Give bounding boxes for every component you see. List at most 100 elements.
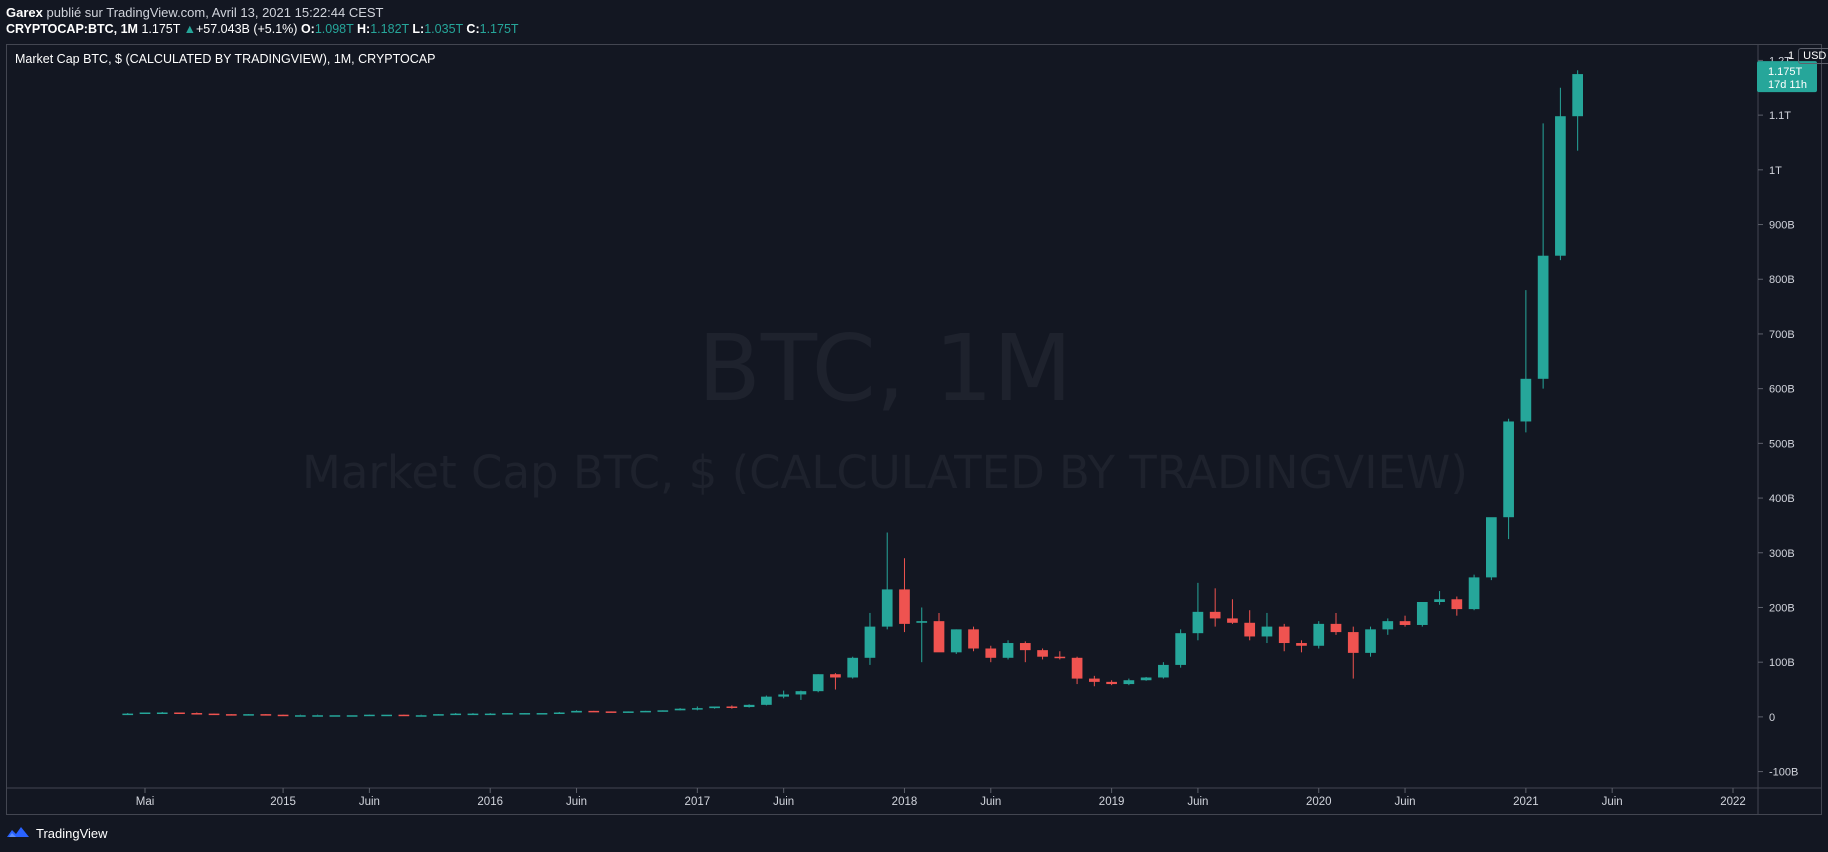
candle-body <box>381 714 393 717</box>
candle <box>467 713 479 716</box>
candle-body <box>277 714 289 717</box>
high-value: 1.182T <box>370 22 409 36</box>
candle <box>864 612 876 665</box>
candle <box>847 656 859 679</box>
candle <box>1175 629 1187 668</box>
candle-body <box>1037 650 1048 657</box>
candle-body <box>1088 678 1100 682</box>
footer-brand[interactable]: TradingView <box>6 825 108 842</box>
candle <box>881 532 893 630</box>
candle-body <box>588 710 600 713</box>
price-tick-label: 600B <box>1769 384 1795 396</box>
candle-body <box>1537 255 1549 379</box>
candle-body <box>484 713 496 716</box>
watermark-description: Market Cap BTC, $ (CALCULATED BY TRADING… <box>302 446 1468 499</box>
price-tag-bg <box>1757 61 1817 93</box>
candle-body <box>950 629 962 653</box>
candle-body <box>1485 517 1497 578</box>
candle <box>674 708 686 711</box>
candle <box>1261 612 1273 644</box>
time-tick-label: Juin <box>1602 796 1623 808</box>
candle <box>1330 612 1342 635</box>
change-up-icon: ▲ <box>183 22 196 36</box>
price-tick-label: 0 <box>1769 712 1775 724</box>
author-name[interactable]: Garex <box>6 5 43 20</box>
candle-body <box>1106 681 1117 685</box>
candle-body <box>1123 680 1135 685</box>
candle <box>1485 517 1497 581</box>
candle <box>743 704 755 708</box>
candle-body <box>156 712 168 715</box>
open-label: O: <box>300 22 315 36</box>
publication-info: Garex publié sur TradingView.com, Avril … <box>6 4 384 21</box>
brand-name: TradingView <box>36 826 108 841</box>
high-label: H: <box>357 22 371 36</box>
scale-mode[interactable]: 1 USD <box>1788 48 1828 64</box>
price-tick-label: 1.1T <box>1769 110 1791 122</box>
time-axis[interactable]: Mai 2015 Juin 2016 Juin 2017 Juin 2018 Juin 2019 J… <box>136 788 1746 808</box>
candle <box>225 714 237 716</box>
candle <box>294 714 306 717</box>
candle <box>519 713 531 715</box>
candle <box>1227 599 1238 624</box>
candle <box>450 713 462 716</box>
candle-body <box>985 648 997 658</box>
candle <box>571 710 582 713</box>
price-axis[interactable]: 1.2T1.1T1T900B800B700B600B500B400B300B20… <box>1758 55 1798 779</box>
candle-body <box>536 713 548 715</box>
candle-body <box>1555 116 1566 256</box>
time-tick-label: 2022 <box>1720 796 1746 808</box>
price-tick-label: 100B <box>1769 657 1795 669</box>
chart-frame[interactable] <box>6 44 1822 815</box>
candle-body <box>139 712 151 715</box>
candle-body <box>1192 611 1204 634</box>
candle <box>588 710 600 713</box>
chart-legend-title[interactable]: Market Cap BTC, $ (CALCULATED BY TRADING… <box>15 52 436 66</box>
candle-body <box>795 691 807 695</box>
price-tick-label: 200B <box>1769 602 1795 614</box>
candle <box>1451 596 1463 616</box>
price-tick-label: 500B <box>1769 438 1795 450</box>
candle-body <box>1158 664 1169 678</box>
candle-body <box>1382 621 1394 630</box>
open-value: 1.098T <box>314 22 354 36</box>
candle-body <box>415 715 427 717</box>
candle-body <box>1451 599 1463 610</box>
candle <box>398 714 410 717</box>
candle-body <box>260 714 272 716</box>
candle-body <box>294 715 306 717</box>
candle <box>726 705 738 709</box>
candle-body <box>191 713 203 715</box>
candle-body <box>1071 657 1083 679</box>
currency-badge[interactable]: USD <box>1798 48 1828 64</box>
ohlc-bar: CRYPTOCAP:BTC, 1M 1.175T ▲+57.043B (+5.1… <box>6 21 519 38</box>
close-value: 1.175T <box>479 22 519 36</box>
candle-body <box>1365 629 1376 653</box>
candle-body <box>1278 626 1290 644</box>
candle <box>381 714 393 717</box>
candle <box>1296 640 1307 653</box>
time-tick-label: 2017 <box>685 796 711 808</box>
symbol-label[interactable]: CRYPTOCAP:BTC, 1M <box>6 22 138 36</box>
candle-body <box>743 704 755 708</box>
candle <box>1054 651 1066 660</box>
candle <box>1140 676 1152 681</box>
candle-body <box>761 696 772 705</box>
candle <box>122 713 134 716</box>
candle-body <box>968 629 979 649</box>
candle <box>1347 626 1359 679</box>
candle <box>1313 621 1325 649</box>
scale-mode-label[interactable]: 1 <box>1788 50 1795 62</box>
candle <box>1382 618 1394 635</box>
time-tick-label: 2019 <box>1099 796 1125 808</box>
candle-body <box>346 715 358 717</box>
candle-body <box>225 714 237 716</box>
candle <box>243 714 254 716</box>
candle <box>709 706 720 709</box>
candle-body <box>1175 633 1187 665</box>
candle <box>657 710 669 712</box>
low-value: 1.035T <box>424 22 463 36</box>
candle <box>415 714 427 717</box>
candle <box>916 607 928 663</box>
